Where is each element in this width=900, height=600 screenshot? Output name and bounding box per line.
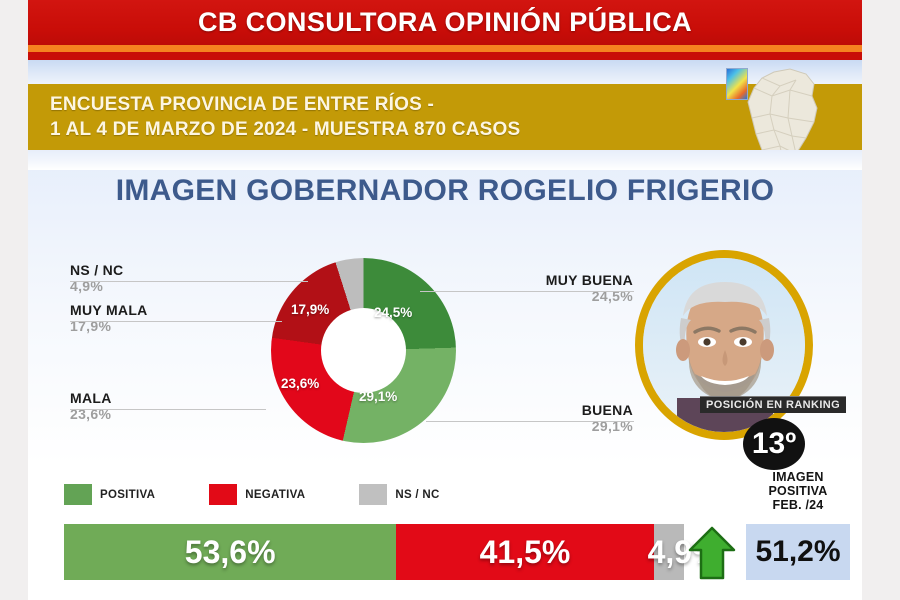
previous-image-label: IMAGEN POSITIVA FEB. /24 — [742, 470, 854, 512]
survey-info-line1: ENCUESTA PROVINCIA DE ENTRE RÍOS - — [50, 94, 435, 115]
ranking-position-badge: 13º — [743, 418, 805, 470]
previous-image-value: 51,2% — [746, 524, 850, 580]
poster-page: CB CONSULTORA OPINIÓN PÚBLICA ENCUESTA P… — [28, 0, 862, 600]
legend-label-negativa: NEGATIVA — [245, 488, 306, 501]
callout-buena-value: 29,1% — [591, 418, 633, 434]
brand-header-gradient — [28, 0, 862, 45]
legend-swatch-positiva — [64, 484, 92, 505]
page-title: IMAGEN GOBERNADOR ROGELIO FRIGERIO — [115, 174, 775, 207]
legend-item-nsnc: NS / NC — [359, 484, 439, 505]
survey-info-band — [28, 84, 862, 150]
trend-up-arrow-icon — [688, 526, 736, 580]
callout-buena-label: BUENA — [581, 402, 633, 418]
leader-line-muy-mala — [70, 321, 282, 322]
chart-legend: POSITIVA NEGATIVA NS / NC — [64, 484, 440, 505]
brand-header-band: CB CONSULTORA OPINIÓN PÚBLICA — [28, 0, 862, 45]
legend-label-positiva: POSITIVA — [100, 488, 156, 501]
legend-item-positiva: POSITIVA — [64, 484, 155, 505]
legend-swatch-negativa — [209, 484, 238, 505]
previous-label-line1: IMAGEN — [772, 470, 824, 484]
previous-label-line3: FEB. /24 — [772, 498, 824, 512]
callout-muy-mala: MUY MALA 17,9% — [70, 302, 148, 334]
brand-title: CB CONSULTORA OPINIÓN PÚBLICA — [197, 7, 693, 37]
donut-hole — [321, 308, 406, 393]
legend-label-nsnc: NS / NC — [395, 488, 440, 501]
donut-label-mala: 23,6% — [281, 376, 320, 391]
callout-muy-mala-label: MUY MALA — [70, 302, 148, 318]
summary-segment-negativa: 41,5% — [396, 524, 654, 580]
ranking-banner: POSICIÓN EN RANKING — [700, 396, 847, 413]
callout-mala: MALA 23,6% — [70, 390, 112, 422]
arrow-up-svg — [688, 526, 736, 580]
summary-segment-nsnc: 4,9% — [648, 524, 721, 580]
summary-segment-positiva: 53,6% — [64, 524, 397, 580]
leader-line-mala — [70, 409, 266, 410]
callout-ns-nc-label: NS / NC — [70, 262, 124, 278]
legend-swatch-nsnc — [359, 484, 388, 505]
callout-muy-mala-value: 17,9% — [70, 318, 112, 334]
header-blue-stripe — [28, 60, 862, 84]
donut-chart: 24,5% 29,1% 23,6% 17,9% — [271, 258, 456, 443]
callout-mala-value: 23,6% — [70, 406, 112, 422]
provincial-flag-icon — [726, 68, 748, 100]
survey-info-line2: 1 AL 4 DE MARZO DE 2024 - MUESTRA 870 CA… — [50, 119, 521, 140]
survey-info-text: ENCUESTA PROVINCIA DE ENTRE RÍOS - 1 AL … — [50, 92, 690, 142]
donut-label-muy-buena: 24,5% — [374, 305, 413, 320]
leader-line-ns-nc — [70, 281, 308, 282]
legend-item-negativa: NEGATIVA — [209, 484, 305, 505]
body-top-fade — [28, 150, 862, 170]
header-red-stripe — [28, 52, 862, 60]
donut-label-muy-mala: 17,9% — [291, 302, 330, 317]
callout-mala-label: MALA — [70, 390, 112, 406]
callout-ns-nc-value: 4,9% — [70, 278, 104, 294]
header-orange-stripe — [28, 45, 862, 52]
donut-label-buena: 29,1% — [359, 389, 398, 404]
leader-line-muy-buena — [420, 291, 634, 292]
summary-stacked-bar: 53,6% 41,5% 4,9% — [64, 524, 721, 580]
callout-ns-nc: NS / NC 4,9% — [70, 262, 123, 294]
previous-label-line2: POSITIVA — [768, 484, 828, 498]
callout-muy-buena-label: MUY BUENA — [545, 272, 633, 288]
leader-line-buena — [426, 421, 634, 422]
callout-buena: BUENA 29,1% — [473, 402, 633, 434]
callout-muy-buena-value: 24,5% — [591, 288, 633, 304]
callout-muy-buena: MUY BUENA 24,5% — [473, 272, 633, 304]
